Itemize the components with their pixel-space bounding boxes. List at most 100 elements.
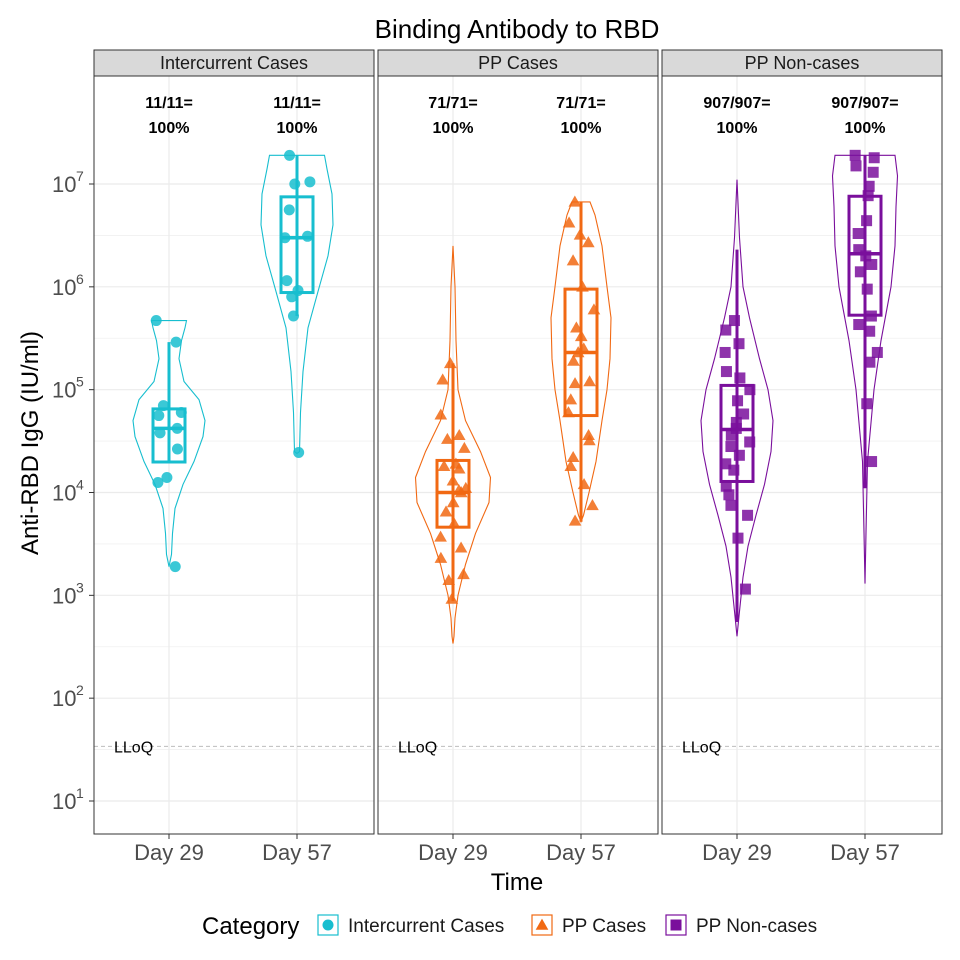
data-point — [866, 456, 878, 468]
data-point — [281, 275, 293, 287]
response-rate-count: 907/907= — [831, 95, 898, 112]
data-point — [562, 406, 575, 418]
data-point — [152, 477, 164, 489]
data-point — [302, 230, 314, 242]
data-point — [571, 346, 585, 358]
data-point — [567, 354, 580, 366]
legend-item: Intercurrent Cases — [317, 914, 504, 937]
data-point — [452, 428, 466, 441]
data-point — [150, 315, 162, 327]
data-point — [153, 410, 165, 422]
data-point — [293, 446, 305, 458]
data-point — [720, 480, 732, 492]
violin — [700, 179, 774, 637]
data-point — [730, 422, 742, 434]
gridlines — [94, 76, 374, 834]
category-group: 11/11= 100% — [132, 95, 206, 573]
box — [151, 407, 187, 464]
y-tick-exponent: 7 — [76, 168, 84, 184]
facet-strip-label: PP Cases — [478, 53, 558, 73]
data-point — [279, 232, 291, 244]
y-tick-exponent: 3 — [76, 579, 84, 595]
data-point — [441, 432, 454, 444]
lloq-label: LLoQ — [682, 739, 721, 756]
data-point — [864, 325, 876, 337]
data-point — [583, 375, 596, 387]
data-point — [568, 195, 582, 207]
data-point — [732, 395, 744, 407]
data-point — [586, 499, 599, 511]
x-axis-title: Time — [491, 869, 543, 896]
y-tick-exponent: 6 — [76, 271, 84, 287]
x-tick-label: Day 29 — [418, 840, 488, 865]
x-tick-label: Day 57 — [830, 840, 900, 865]
data-point — [868, 152, 880, 164]
legend-key-marker — [670, 919, 682, 931]
data-point — [582, 428, 595, 441]
lloq-label: LLoQ — [398, 739, 437, 756]
facet-strip — [377, 49, 659, 77]
y-tick-label: 10 — [52, 481, 76, 506]
data-point — [171, 422, 183, 434]
data-point — [862, 190, 874, 202]
chart-title: Binding Antibody to RBD — [375, 14, 660, 44]
panel-border — [661, 75, 943, 835]
facet-panel: PP Non-cases LLoQ 907/907= 100% Day 29 907/90… — [661, 49, 943, 865]
data-point — [566, 254, 580, 266]
data-point — [865, 310, 877, 322]
x-tick-label: Day 57 — [262, 840, 332, 865]
data-point — [720, 458, 732, 470]
data-point — [867, 166, 879, 178]
data-point — [864, 356, 876, 368]
data-point — [732, 532, 744, 544]
data-point — [725, 499, 737, 511]
data-point — [458, 441, 471, 453]
response-rate-count: 11/11= — [145, 95, 193, 112]
data-point — [454, 541, 468, 553]
panel-border — [93, 75, 375, 835]
data-point — [723, 489, 735, 501]
legend-key-marker — [322, 919, 334, 931]
data-point — [854, 266, 866, 278]
response-rate-percent: 100% — [717, 120, 758, 137]
data-point — [442, 573, 456, 586]
y-tick-label: 10 — [52, 583, 76, 608]
legend-title: Category — [202, 913, 299, 940]
facet-panel: PP Cases LLoQ 71/71= 100% Day 29 71/71= 100% Da… — [377, 49, 659, 865]
response-rate-percent: 100% — [149, 120, 190, 137]
data-point — [562, 216, 576, 228]
response-rate-count: 907/907= — [703, 95, 770, 112]
data-point — [582, 236, 595, 248]
data-point — [871, 346, 883, 358]
x-tick-label: Day 57 — [546, 840, 616, 865]
data-point — [733, 338, 745, 350]
data-point — [863, 180, 875, 192]
response-rate-percent: 100% — [433, 120, 474, 137]
facet-strip-label: PP Non-cases — [745, 53, 860, 73]
lloq-label: LLoQ — [114, 739, 153, 756]
data-point — [447, 517, 461, 529]
data-point — [861, 398, 873, 410]
data-point — [570, 321, 583, 333]
x-tick-label: Day 29 — [702, 840, 772, 865]
data-point — [566, 450, 580, 463]
legend: Category Intercurrent Cases PP Cases PP Non… — [202, 913, 817, 940]
data-point — [866, 258, 878, 270]
data-point — [719, 346, 731, 358]
data-point — [568, 377, 582, 389]
data-point — [170, 336, 182, 348]
data-point — [161, 471, 173, 483]
violin — [132, 320, 206, 567]
panels-layer: Intercurrent Cases LLoQ 11/11= 100% Day 29 11… — [93, 49, 943, 865]
data-point — [157, 400, 169, 412]
y-tick-exponent: 5 — [76, 374, 84, 390]
gridlines — [378, 76, 658, 834]
data-point — [744, 436, 756, 448]
data-point — [860, 250, 872, 262]
y-tick-exponent: 4 — [76, 477, 84, 493]
facet-strip — [93, 49, 375, 77]
data-point — [577, 342, 591, 354]
y-axis-title: Anti-RBD IgG (IU/ml) — [17, 331, 44, 555]
data-point — [564, 459, 578, 471]
